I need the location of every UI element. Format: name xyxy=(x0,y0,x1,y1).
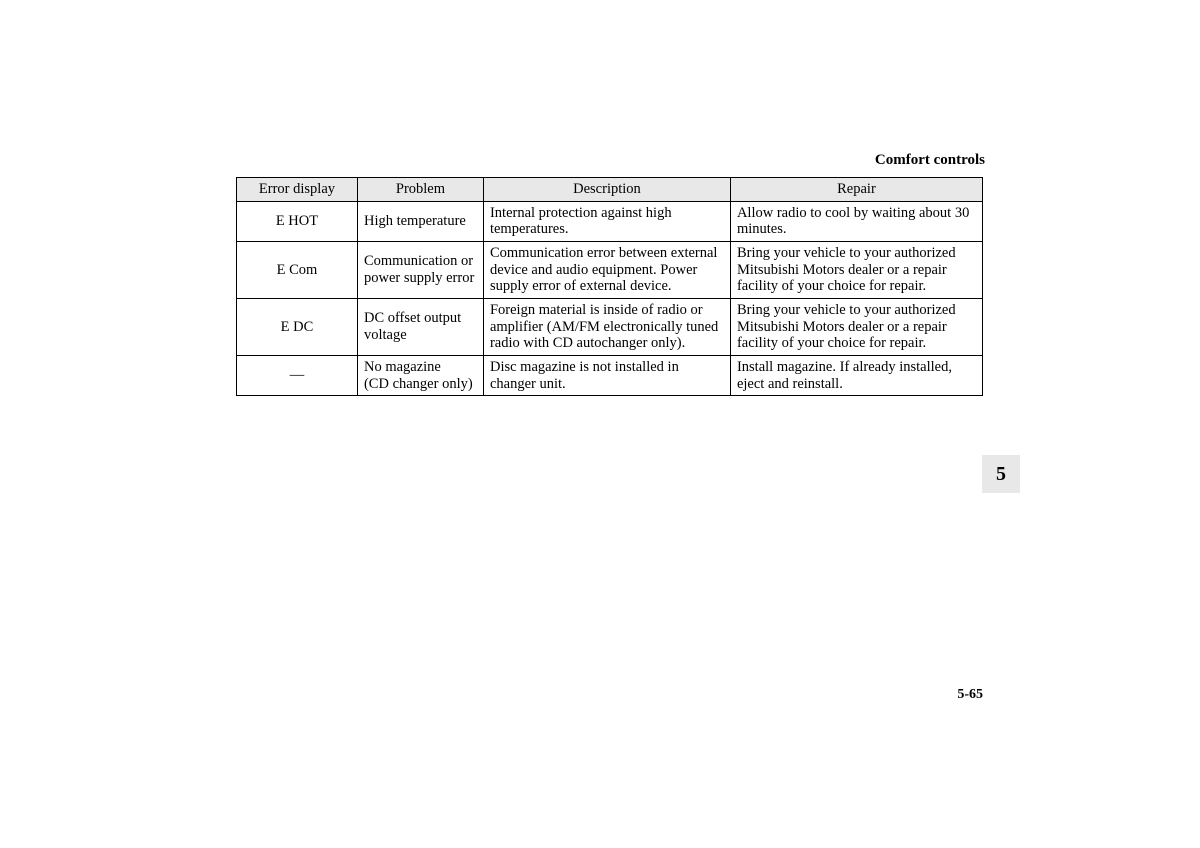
page-number: 5-65 xyxy=(957,687,983,703)
cell-description: Foreign material is inside of radio or a… xyxy=(483,299,730,356)
col-header-error-display: Error display xyxy=(237,178,358,202)
cell-error-display: E Com xyxy=(237,242,358,299)
cell-error-display: — xyxy=(237,356,358,396)
table-header-row: Error display Problem Description Repair xyxy=(237,178,983,202)
cell-repair: Bring your vehicle to your authorized Mi… xyxy=(730,299,982,356)
cell-error-display: E DC xyxy=(237,299,358,356)
table-row: E Com Communication or power supply erro… xyxy=(237,242,983,299)
cell-problem: No magazine(CD changer only) xyxy=(357,356,483,396)
cell-description: Communication error between external dev… xyxy=(483,242,730,299)
col-header-repair: Repair xyxy=(730,178,982,202)
cell-problem: High temperature xyxy=(357,201,483,241)
section-title: Comfort controls xyxy=(875,152,985,169)
cell-problem: DC offset output voltage xyxy=(357,299,483,356)
table-row: — No magazine(CD changer only) Disc maga… xyxy=(237,356,983,396)
cell-error-display: E HOT xyxy=(237,201,358,241)
cell-repair: Bring your vehicle to your authorized Mi… xyxy=(730,242,982,299)
col-header-problem: Problem xyxy=(357,178,483,202)
cell-repair: Allow radio to cool by waiting about 30 … xyxy=(730,201,982,241)
error-codes-table: Error display Problem Description Repair… xyxy=(236,177,983,396)
chapter-tab: 5 xyxy=(982,455,1020,493)
cell-problem: Communication or power supply error xyxy=(357,242,483,299)
cell-repair: Install magazine. If already installed, … xyxy=(730,356,982,396)
table-row: E HOT High temperature Internal protecti… xyxy=(237,201,983,241)
table-row: E DC DC offset output voltage Foreign ma… xyxy=(237,299,983,356)
cell-description: Internal protection against high tempera… xyxy=(483,201,730,241)
cell-description: Disc magazine is not installed in change… xyxy=(483,356,730,396)
col-header-description: Description xyxy=(483,178,730,202)
